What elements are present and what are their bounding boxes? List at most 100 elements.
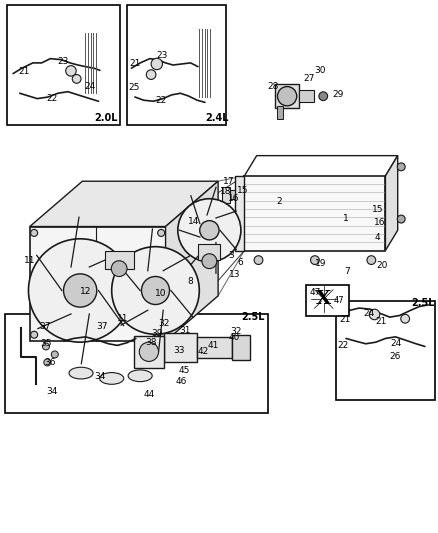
Text: 8: 8 <box>187 277 194 286</box>
Bar <box>230 190 235 199</box>
Text: 1: 1 <box>343 214 349 223</box>
Text: 38: 38 <box>145 338 157 346</box>
Text: 19: 19 <box>315 260 327 268</box>
Circle shape <box>139 342 159 361</box>
Text: 11: 11 <box>117 314 128 323</box>
Bar <box>244 176 385 251</box>
Text: 20: 20 <box>376 261 388 270</box>
Text: 32: 32 <box>230 327 241 336</box>
Text: 11: 11 <box>24 256 35 264</box>
Text: 23: 23 <box>156 52 168 60</box>
Text: 24: 24 <box>391 340 402 348</box>
Text: 4: 4 <box>375 233 380 241</box>
Bar <box>5 314 268 413</box>
Text: 10: 10 <box>155 289 167 297</box>
Circle shape <box>158 331 165 338</box>
Circle shape <box>42 343 49 350</box>
Text: 21: 21 <box>129 60 141 68</box>
Text: 23: 23 <box>57 57 68 66</box>
Bar <box>222 187 230 203</box>
Circle shape <box>369 309 380 320</box>
Circle shape <box>202 254 217 269</box>
Bar <box>164 333 197 362</box>
Circle shape <box>367 256 376 264</box>
Text: 2.5L: 2.5L <box>411 298 434 308</box>
Text: 2.0L: 2.0L <box>95 114 118 123</box>
Text: 17: 17 <box>223 177 234 185</box>
Circle shape <box>31 229 38 237</box>
Text: 24: 24 <box>364 309 375 318</box>
Text: 37: 37 <box>39 322 51 330</box>
Text: 21: 21 <box>375 317 387 326</box>
Text: 21: 21 <box>339 316 350 324</box>
Text: 22: 22 <box>337 341 348 350</box>
Circle shape <box>72 75 81 83</box>
Text: 34: 34 <box>94 373 106 381</box>
Bar <box>235 176 244 251</box>
Bar <box>198 244 220 260</box>
Bar <box>30 227 166 341</box>
Text: 27: 27 <box>303 75 314 83</box>
Bar <box>222 222 230 238</box>
Circle shape <box>158 229 165 237</box>
Bar <box>336 301 435 400</box>
Circle shape <box>151 58 162 70</box>
Bar <box>127 5 226 125</box>
Text: 33: 33 <box>173 346 184 355</box>
Text: 30: 30 <box>314 67 325 75</box>
Text: 18: 18 <box>220 188 231 196</box>
Text: 16: 16 <box>228 195 239 203</box>
Ellipse shape <box>69 367 93 379</box>
Text: 2: 2 <box>277 197 282 206</box>
Text: 2.4L: 2.4L <box>205 114 229 123</box>
Text: 24: 24 <box>84 82 95 91</box>
Text: 14: 14 <box>188 217 199 225</box>
Circle shape <box>31 331 38 338</box>
Circle shape <box>64 274 97 307</box>
Bar <box>277 106 283 119</box>
Text: 40: 40 <box>229 333 240 342</box>
Circle shape <box>51 351 58 358</box>
Text: 47: 47 <box>334 296 345 305</box>
Text: 45: 45 <box>178 366 190 375</box>
Circle shape <box>200 221 219 240</box>
Text: 37: 37 <box>96 322 107 330</box>
Text: 6: 6 <box>237 259 243 267</box>
Text: 3: 3 <box>228 252 234 260</box>
Text: 47: 47 <box>310 288 321 296</box>
Polygon shape <box>166 181 218 341</box>
Ellipse shape <box>99 373 124 384</box>
Text: 31: 31 <box>180 326 191 335</box>
Text: 34: 34 <box>46 387 57 396</box>
Polygon shape <box>30 181 218 227</box>
Text: 13: 13 <box>229 270 240 279</box>
Bar <box>197 337 232 358</box>
Bar <box>105 251 134 269</box>
Text: 44: 44 <box>143 390 155 399</box>
Bar <box>230 228 235 236</box>
Circle shape <box>254 256 263 264</box>
Circle shape <box>111 261 127 277</box>
Circle shape <box>311 256 319 264</box>
Text: 32: 32 <box>159 319 170 328</box>
Text: 22: 22 <box>46 94 57 103</box>
Text: 26: 26 <box>390 352 401 360</box>
Text: 15: 15 <box>372 205 383 214</box>
Circle shape <box>401 314 410 323</box>
Bar <box>7 5 120 125</box>
Circle shape <box>397 163 405 171</box>
Text: 29: 29 <box>332 91 344 99</box>
Text: 39: 39 <box>151 329 162 337</box>
Text: 7: 7 <box>344 268 350 276</box>
Bar <box>299 90 314 102</box>
Text: 2.5L: 2.5L <box>241 312 265 321</box>
Circle shape <box>277 86 297 106</box>
Text: 36: 36 <box>45 358 56 367</box>
Text: 28: 28 <box>267 82 279 91</box>
Circle shape <box>28 239 132 342</box>
Text: 21: 21 <box>18 68 30 76</box>
Circle shape <box>146 70 156 79</box>
Bar <box>134 336 164 368</box>
Circle shape <box>112 247 199 334</box>
Circle shape <box>66 66 76 76</box>
